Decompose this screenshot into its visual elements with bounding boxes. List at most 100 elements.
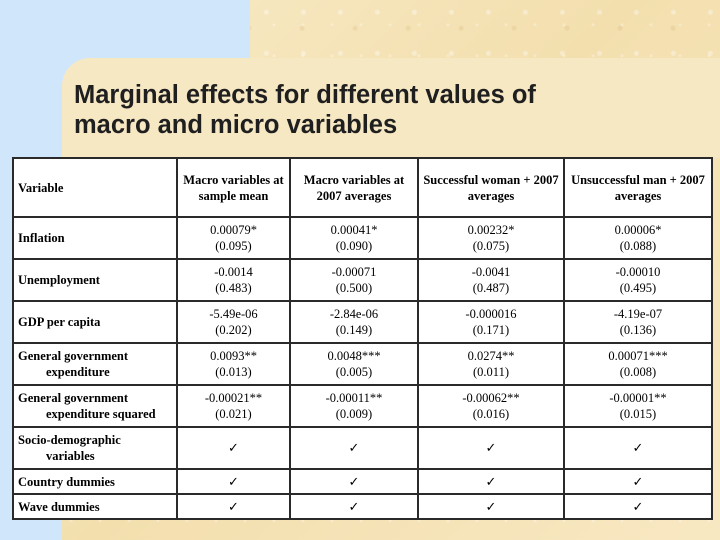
table-row: Inflation 0.00079* (0.095) 0.00041* (0.090) 0… — [12, 216, 713, 260]
row-label-line1: GDP per capita — [18, 315, 101, 329]
cell-sample-mean: -0.00021** (0.021) — [176, 384, 291, 428]
cell-estimate: -0.0014 — [214, 265, 253, 279]
check-icon: ✓ — [348, 498, 360, 514]
cell-2007-averages: ✓ — [289, 468, 419, 495]
check-icon: ✓ — [228, 440, 239, 455]
cell-pvalue: (0.487) — [472, 281, 510, 295]
header-variable: Variable — [12, 157, 178, 218]
cell-pvalue: (0.090) — [335, 239, 373, 253]
cell-estimate: -0.00011** — [325, 391, 383, 405]
cell-sample-mean: ✓ — [176, 426, 291, 470]
cell-successful-woman: ✓ — [417, 493, 565, 520]
check-icon: ✓ — [632, 473, 644, 489]
table-header-row: Variable Macro variables at sample mean … — [12, 157, 713, 218]
cell-pvalue: (0.021) — [215, 407, 252, 421]
cell-2007-averages: 0.0048*** (0.005) — [289, 342, 419, 386]
row-label-line1: Inflation — [18, 231, 65, 245]
table-row: Country dummies ✓ ✓ ✓ ✓ — [12, 468, 713, 495]
cell-pvalue: (0.009) — [335, 407, 373, 421]
cell-2007-averages: -0.00011** (0.009) — [289, 384, 419, 428]
marginal-effects-table: Variable Macro variables at sample mean … — [12, 157, 713, 520]
check-icon: ✓ — [485, 473, 497, 489]
cell-estimate: -0.00001** — [609, 391, 667, 405]
check-icon: ✓ — [485, 498, 497, 514]
row-label-line1: Unemployment — [18, 273, 100, 287]
cell-pvalue: (0.171) — [472, 323, 510, 337]
check-icon: ✓ — [632, 498, 644, 514]
cell-pvalue: (0.013) — [215, 365, 252, 379]
check-icon: ✓ — [228, 473, 239, 489]
title-panel — [62, 58, 720, 158]
cell-successful-woman: ✓ — [417, 468, 565, 495]
cell-estimate: 0.0048*** — [327, 349, 381, 363]
cell-estimate: 0.0093** — [210, 349, 257, 363]
cell-unsuccessful-man: 0.00006* (0.088) — [563, 216, 713, 260]
cell-estimate: -0.00010 — [615, 265, 661, 279]
table-row: Socio-demographic variables ✓ ✓ ✓ ✓ — [12, 426, 713, 470]
cell-estimate: 0.00071*** — [608, 349, 668, 363]
row-label: Inflation — [12, 216, 178, 260]
cell-successful-woman: -0.0041 (0.487) — [417, 258, 565, 302]
cell-estimate: -0.00071 — [331, 265, 377, 279]
slide-title: Marginal effects for different values of… — [74, 81, 536, 139]
cell-2007-averages: -2.84e-06 (0.149) — [289, 300, 419, 344]
check-icon: ✓ — [348, 473, 360, 489]
table-row: GDP per capita -5.49e-06 (0.202) -2.84e-06 (… — [12, 300, 713, 344]
cell-pvalue: (0.075) — [472, 239, 510, 253]
cell-pvalue: (0.011) — [473, 365, 509, 379]
cell-estimate: 0.0274** — [467, 349, 515, 363]
cell-successful-woman: -0.00062** (0.016) — [417, 384, 565, 428]
header-2007-averages: Macro variables at 2007 averages — [289, 157, 419, 218]
cell-unsuccessful-man: ✓ — [563, 493, 713, 520]
row-label-line2: variables — [46, 449, 95, 463]
check-icon: ✓ — [348, 440, 360, 455]
cell-unsuccessful-man: -4.19e-07 (0.136) — [563, 300, 713, 344]
cell-unsuccessful-man: ✓ — [563, 426, 713, 470]
table-row: General government expenditure squared -0.… — [12, 384, 713, 428]
cell-successful-woman: 0.0274** (0.011) — [417, 342, 565, 386]
cell-pvalue: (0.095) — [215, 239, 252, 253]
cell-2007-averages: ✓ — [289, 493, 419, 520]
row-label: GDP per capita — [12, 300, 178, 344]
row-label-line2: expenditure — [46, 365, 110, 379]
cell-sample-mean: -0.0014 (0.483) — [176, 258, 291, 302]
cell-pvalue: (0.483) — [215, 281, 252, 295]
cell-unsuccessful-man: -0.00001** (0.015) — [563, 384, 713, 428]
cell-estimate: -0.0041 — [471, 265, 511, 279]
cell-estimate: 0.00079* — [210, 223, 257, 237]
cell-sample-mean: 0.0093** (0.013) — [176, 342, 291, 386]
header-unsuccessful-man: Unsuccessful man + 2007 averages — [563, 157, 713, 218]
cell-estimate: 0.00006* — [614, 223, 662, 237]
table-row: Wave dummies ✓ ✓ ✓ ✓ — [12, 493, 713, 520]
row-label: General government expenditure — [12, 342, 178, 386]
cell-sample-mean: ✓ — [176, 468, 291, 495]
cell-pvalue: (0.202) — [215, 323, 252, 337]
cell-pvalue: (0.136) — [619, 323, 657, 337]
cell-estimate: -4.19e-07 — [613, 307, 663, 321]
check-icon: ✓ — [228, 498, 239, 514]
row-label-line2: expenditure squared — [46, 407, 156, 421]
table-row: General government expenditure 0.0093** (0.… — [12, 342, 713, 386]
cell-successful-woman: 0.00232* (0.075) — [417, 216, 565, 260]
table-row: Unemployment -0.0014 (0.483) -0.00071 (0.500… — [12, 258, 713, 302]
cell-2007-averages: 0.00041* (0.090) — [289, 216, 419, 260]
cell-estimate: -2.84e-06 — [329, 307, 379, 321]
cell-pvalue: (0.500) — [335, 281, 373, 295]
cell-estimate: -0.00062** — [462, 391, 520, 405]
check-icon: ✓ — [632, 440, 644, 455]
row-label-line1: General government — [18, 349, 129, 363]
row-label-line1: Country dummies — [18, 474, 115, 489]
cell-unsuccessful-man: -0.00010 (0.495) — [563, 258, 713, 302]
cell-estimate: -0.000016 — [465, 307, 517, 321]
cell-successful-woman: -0.000016 (0.171) — [417, 300, 565, 344]
cell-estimate: 0.00041* — [330, 223, 378, 237]
cell-2007-averages: ✓ — [289, 426, 419, 470]
row-label: Wave dummies — [12, 493, 178, 520]
row-label-line1: Socio-demographic — [18, 433, 121, 447]
cell-estimate: 0.00232* — [467, 223, 515, 237]
cell-successful-woman: ✓ — [417, 426, 565, 470]
cell-2007-averages: -0.00071 (0.500) — [289, 258, 419, 302]
cell-pvalue: (0.005) — [335, 365, 373, 379]
cell-pvalue: (0.008) — [619, 365, 657, 379]
row-label-line1: Wave dummies — [18, 499, 100, 514]
